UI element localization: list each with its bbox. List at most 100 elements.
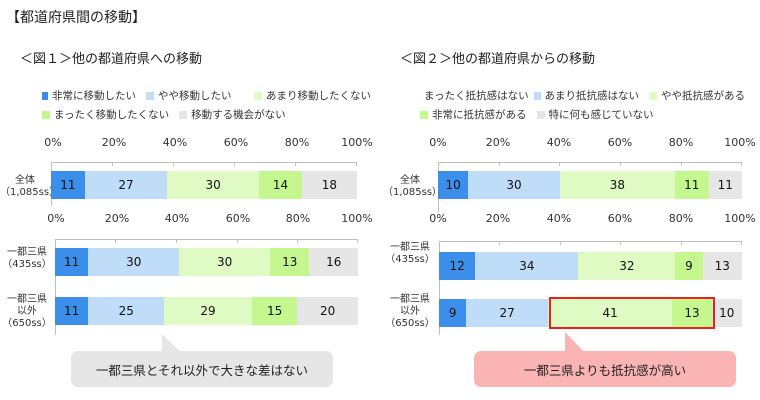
row-label-tokyo-area: 一都三県 （435ss）: [0, 247, 54, 271]
bar-segment: 16: [309, 248, 358, 276]
bar-segment: 14: [259, 171, 302, 199]
figure-1-axis-top: 0% 20% 40% 60% 80% 100%: [0, 136, 380, 150]
bar-segment: 13: [672, 299, 712, 327]
legend-swatch: [420, 110, 428, 119]
bar-segment: 20: [297, 297, 358, 325]
axis-line: [438, 162, 742, 163]
tick: [741, 162, 742, 166]
tick-label: 40%: [164, 212, 190, 225]
legend-label: やや移動したい: [158, 90, 232, 102]
legend-swatch: [534, 91, 541, 100]
legend-label: 非常に抵抗感がある: [432, 109, 527, 121]
figure-1-axis-mid: 0% 20% 40% 60% 80% 100%: [0, 212, 380, 226]
bar-segment: 27: [466, 299, 549, 327]
legend-label: 非常に移動したい: [52, 90, 136, 102]
bar-segment: 25: [88, 297, 165, 325]
axis-line: [55, 239, 358, 240]
legend-swatch: [42, 91, 48, 100]
tick: [112, 162, 113, 166]
legend-swatch: [146, 91, 154, 100]
legend-item: やや抵抗感がある: [649, 88, 745, 103]
legend-swatch: [536, 110, 545, 119]
tick-label: 20%: [104, 212, 130, 225]
tick-label: 100%: [341, 212, 373, 225]
row-label-total: 全体 （1,085ss）: [0, 175, 60, 199]
figure-2-callout: 一都三県よりも抵抗感が高い: [474, 351, 736, 387]
tick-label: 80%: [668, 212, 694, 225]
tick-label: 0%: [44, 136, 62, 149]
legend-item: 特に何も感じていない: [536, 107, 654, 122]
tick-label: 100%: [341, 136, 373, 149]
row-label-line: 一都三県: [390, 242, 430, 253]
figure-1-legend: 非常に移動したい やや移動したい あまり移動したくない まったく移動したくない …: [42, 88, 372, 122]
row-label-line: （650ss）: [385, 318, 435, 329]
legend-label: まったく抵抗感はない: [424, 90, 529, 102]
legend-label: あまり移動したくない: [266, 90, 371, 102]
tick-label: 0%: [429, 136, 447, 149]
tick: [173, 162, 174, 166]
row-label-line: （1,085ss）: [0, 187, 60, 198]
row-label-other: 一都三県 以外 （650ss）: [0, 294, 54, 330]
legend-item: 非常に抵抗感がある: [420, 107, 527, 122]
legend-item: 移動する機会がない: [179, 107, 286, 122]
tick: [357, 239, 358, 243]
bar-segment: 11: [675, 171, 709, 199]
tick-label: 60%: [607, 212, 633, 225]
tick: [234, 162, 235, 166]
tick: [620, 162, 621, 166]
legend-label: まったく移動したくない: [54, 109, 170, 121]
row-label-line: 全体: [400, 175, 420, 186]
row-label-line: （435ss）: [385, 254, 435, 265]
tick-label: 40%: [546, 212, 572, 225]
legend-label: 移動する機会がない: [191, 109, 286, 121]
highlight-box: [549, 297, 715, 329]
legend-item: まったく移動したくない: [42, 107, 169, 122]
bar-segment: 30: [88, 248, 180, 276]
bar-segment: 41: [548, 299, 673, 327]
tick: [681, 241, 682, 245]
bar-segment: 13: [270, 248, 310, 276]
tick: [356, 162, 357, 166]
tick-label: 20%: [101, 136, 127, 149]
bar-segment: 12: [439, 252, 476, 280]
row-label-line: 一都三県: [7, 294, 47, 305]
bar-segment: 30: [468, 171, 560, 199]
legend-item: あまり移動したくない: [254, 88, 371, 103]
row-label-line: （435ss）: [2, 259, 52, 270]
legend-item: あまり抵抗感はない: [534, 88, 639, 103]
tick-label: 60%: [225, 212, 251, 225]
figure-2-legend: まったく抵抗感はない あまり抵抗感はない やや抵抗感がある 非常に抵抗感がある …: [420, 88, 760, 122]
tick: [620, 241, 621, 245]
legend-swatch: [649, 91, 657, 100]
bar-segment: 38: [559, 171, 676, 199]
tick: [297, 239, 298, 243]
tick: [499, 162, 500, 166]
tick-label: 0%: [429, 212, 447, 225]
row-label-line: 一都三県: [7, 247, 47, 258]
tick: [559, 162, 560, 166]
legend-label: 特に何も感じていない: [548, 109, 654, 121]
tick: [295, 162, 296, 166]
legend-item: 非常に移動したい: [42, 88, 136, 103]
bar-row-total: 11 27 30 14 18: [51, 171, 357, 199]
bar-segment: 27: [84, 171, 168, 199]
tick: [115, 239, 116, 243]
tick: [681, 162, 682, 166]
tick-label: 40%: [546, 136, 572, 149]
row-label-line: （1,085ss）: [383, 187, 443, 198]
row-label-line: 以外: [400, 306, 420, 317]
tick-label: 40%: [162, 136, 188, 149]
bar-row-other: 11 25 29 15 20: [55, 297, 358, 325]
legend-label: やや抵抗感がある: [661, 90, 745, 102]
bar-segment: 15: [251, 297, 298, 325]
bar-segment: 10: [438, 171, 469, 199]
row-label-line: 以外: [17, 306, 37, 317]
row-label-total: 全体 （1,085ss）: [383, 175, 443, 199]
tick: [499, 241, 500, 245]
bar-segment: 9: [675, 252, 703, 280]
callout-tail: [162, 334, 183, 354]
axis-line: [439, 241, 742, 242]
bar-segment: 10: [711, 299, 742, 327]
tick: [237, 239, 238, 243]
tick-label: 0%: [47, 212, 65, 225]
